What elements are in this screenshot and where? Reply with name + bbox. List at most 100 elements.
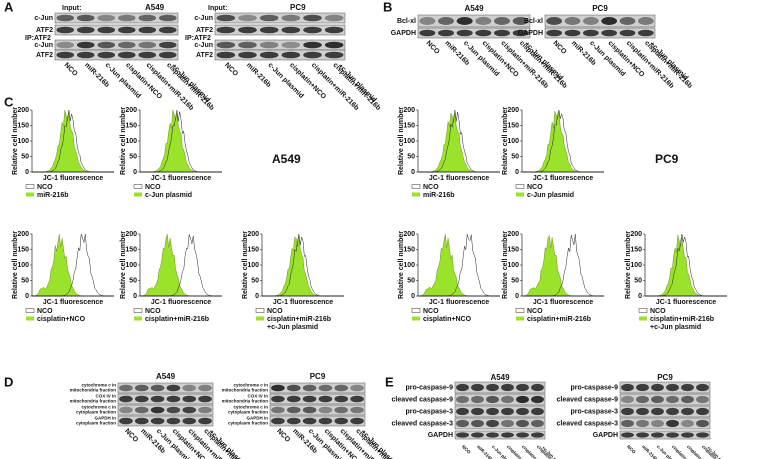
label: 100 [125, 138, 137, 145]
label: ATF2 [36, 52, 53, 59]
histogram-control [522, 233, 604, 297]
label: cisplatin+miR-216b [527, 316, 591, 323]
blot-strip [454, 393, 546, 406]
band [546, 29, 563, 37]
band [56, 41, 75, 49]
legend-swatch [255, 308, 265, 313]
band [601, 17, 618, 25]
legend-swatch [256, 316, 264, 321]
band [303, 51, 322, 59]
label: Relative cell number [625, 231, 632, 299]
band [119, 384, 133, 392]
label: c-Jun [194, 15, 213, 22]
label: 100 [17, 262, 29, 269]
label: PC9 [592, 4, 608, 13]
band [286, 406, 301, 414]
band [636, 395, 649, 404]
label: 50 [21, 277, 29, 284]
label: 50 [129, 277, 137, 284]
label: GAPDH in [94, 416, 116, 421]
band [182, 406, 197, 414]
label: 50 [21, 153, 29, 160]
band [182, 417, 197, 425]
label: 200 [403, 231, 415, 238]
band [666, 407, 679, 416]
band [619, 17, 636, 25]
label: +c-Jun plasmid [648, 41, 689, 82]
band [198, 384, 212, 392]
band [516, 383, 529, 392]
band [619, 29, 636, 37]
label: 150 [247, 246, 259, 253]
band [150, 406, 165, 414]
label: cytoplasm fraction [76, 410, 116, 415]
label: PC9 [290, 3, 306, 12]
band [216, 51, 236, 59]
label: A549 [156, 372, 176, 381]
label: 200 [17, 231, 29, 238]
band [334, 395, 349, 403]
label: 150 [403, 246, 415, 253]
label: 0 [133, 293, 137, 300]
band [666, 383, 679, 392]
label: cytoplasm fraction [76, 421, 116, 426]
band [238, 51, 257, 59]
label: C [4, 94, 14, 109]
band [119, 406, 133, 414]
band [516, 419, 529, 428]
label: 50 [634, 277, 642, 284]
band [666, 432, 679, 438]
label: 50 [407, 277, 415, 284]
band [334, 384, 349, 392]
band [302, 417, 317, 425]
label: IP:ATF2 [185, 35, 211, 42]
band [166, 384, 181, 392]
band [119, 417, 133, 425]
label: miR-216b [37, 192, 69, 199]
label: ATF2 [196, 52, 213, 59]
band [512, 17, 529, 25]
blot-strip [214, 24, 346, 36]
label: cleaved caspase-3 [392, 420, 454, 427]
band [681, 383, 694, 392]
label: NCO [275, 428, 291, 444]
band [318, 395, 333, 403]
band [456, 395, 469, 404]
label: pro-caspase-3 [571, 408, 619, 415]
label: D [4, 374, 13, 389]
label: COX IV in [95, 394, 116, 399]
label: pro-caspase-9 [406, 384, 454, 391]
band [117, 41, 136, 49]
label: NCO [423, 308, 439, 315]
band [281, 41, 301, 49]
band [117, 51, 136, 59]
band [696, 407, 709, 416]
band [158, 41, 177, 49]
label: 100 [507, 138, 519, 145]
band [138, 41, 157, 49]
band [486, 395, 499, 404]
band [681, 419, 694, 428]
band [486, 383, 499, 392]
band [286, 417, 301, 425]
legend-swatch [133, 184, 143, 189]
band [494, 29, 510, 37]
band [166, 417, 181, 425]
label: NCO [223, 62, 239, 78]
band [456, 383, 469, 392]
label: pro-caspase-9 [571, 384, 619, 391]
band [302, 395, 317, 403]
label: JC-1 fluorescence [656, 299, 716, 306]
blot-strip [269, 382, 366, 394]
band [516, 395, 529, 404]
band [531, 395, 544, 404]
label: 100 [630, 262, 642, 269]
band [97, 26, 116, 34]
label: NCO [425, 40, 441, 56]
band [681, 395, 694, 404]
band [494, 17, 510, 25]
band [582, 29, 599, 37]
label: 150 [507, 246, 519, 253]
label: +c-Jun plasmid [267, 324, 318, 331]
